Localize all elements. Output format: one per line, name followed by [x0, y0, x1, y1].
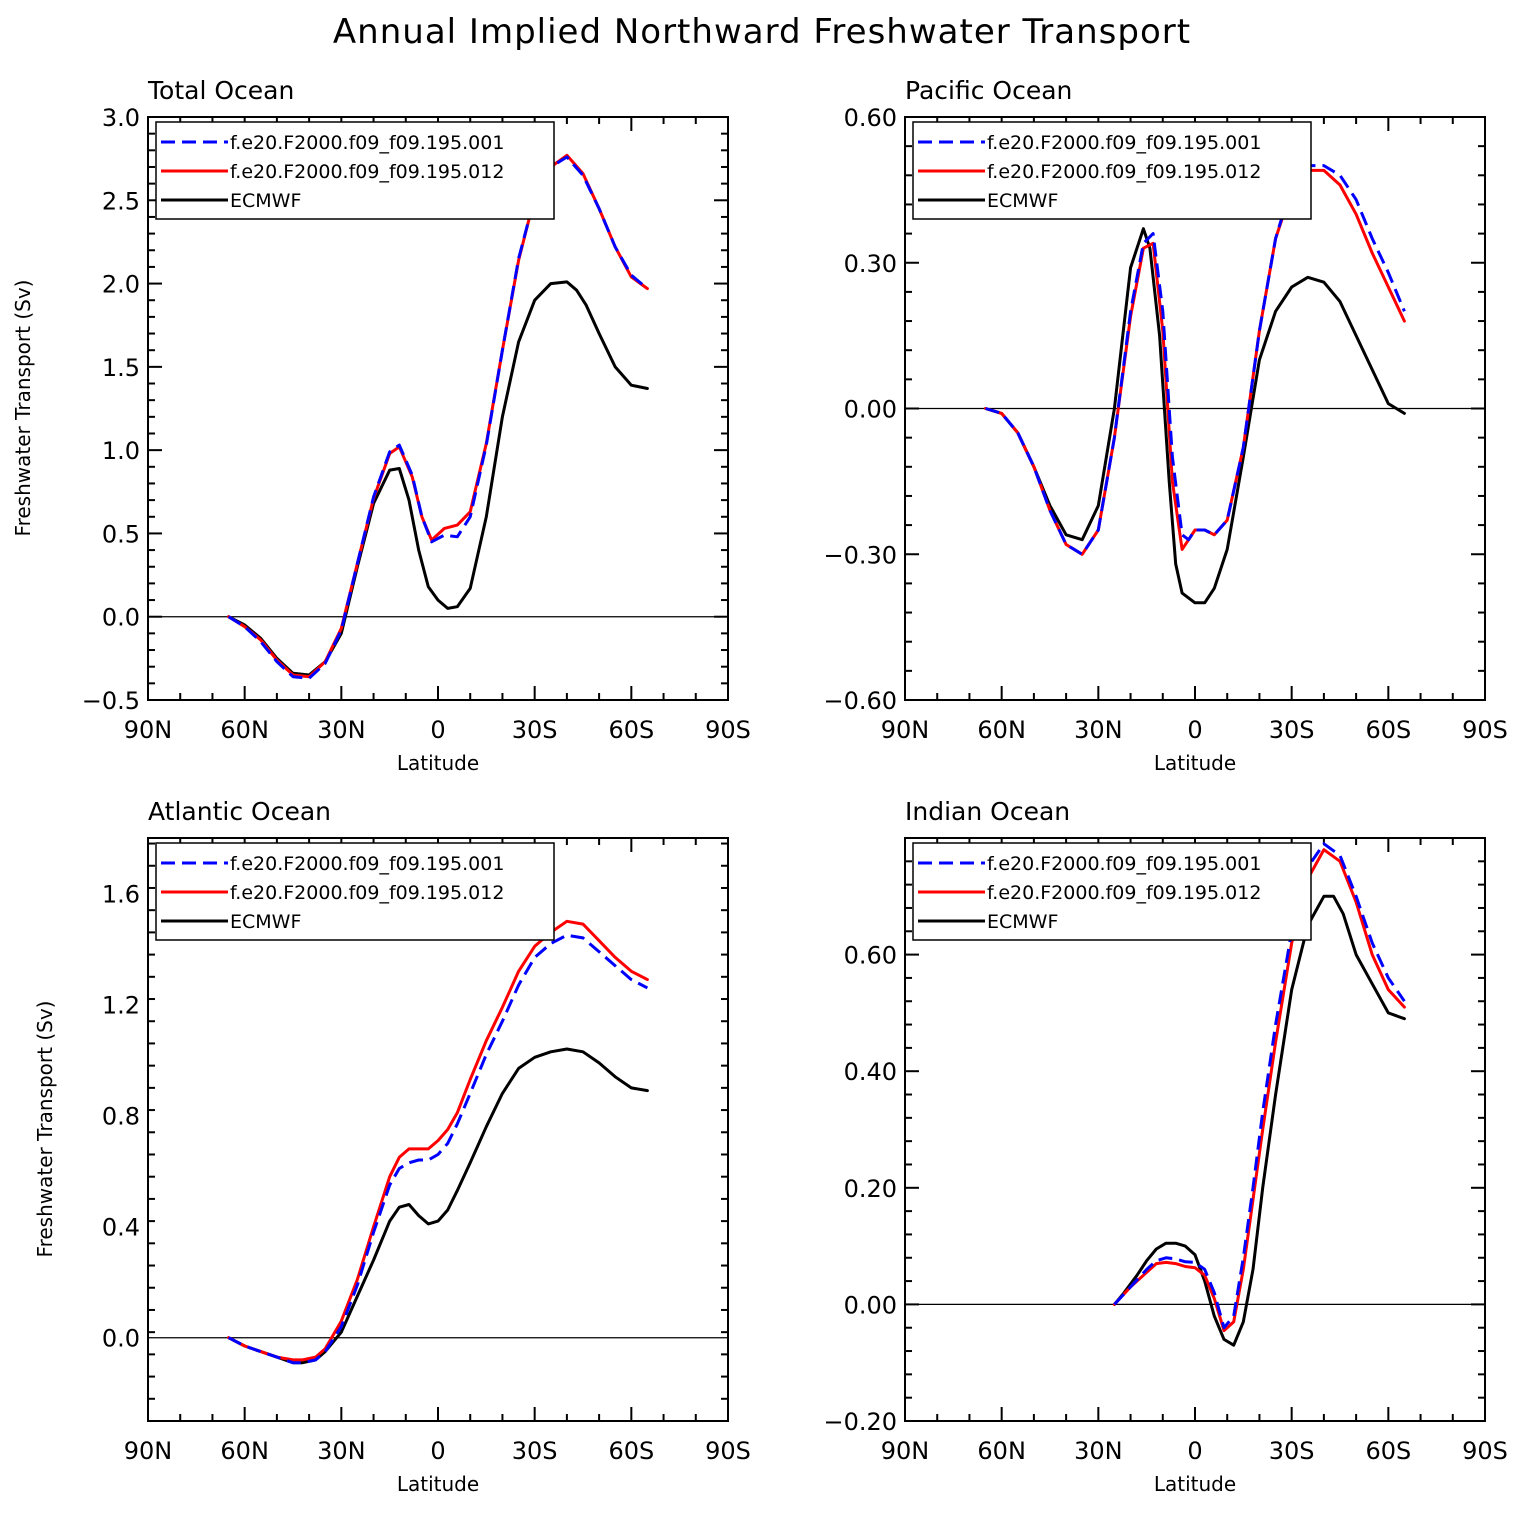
y-tick-label: 1.2 — [102, 992, 140, 1020]
x-tick-label: 60S — [608, 716, 654, 744]
y-tick-label: 0.4 — [102, 1214, 140, 1242]
y-tick-label: 0.30 — [844, 250, 897, 278]
series-line-ecmwf — [227, 280, 649, 677]
legend-entry: ECMWF — [230, 911, 301, 933]
y-tick-label: 0.20 — [844, 1175, 897, 1203]
series-line-f-e20-f2000-f09-f09-195-012 — [227, 153, 649, 679]
x-tick-label: 60S — [1365, 1437, 1411, 1465]
x-axis-label: Latitude — [1154, 751, 1236, 775]
x-axis-label: Latitude — [397, 1472, 479, 1496]
series-line-f-e20-f2000-f09-f09-195-012 — [984, 168, 1406, 556]
legend-entry: f.e20.F2000.f09_f09.195.012 — [230, 161, 504, 183]
x-tick-label: 90S — [705, 716, 751, 744]
y-tick-label: 0.00 — [844, 1291, 897, 1319]
panel-title: Pacific Ocean — [905, 76, 1072, 105]
legend-entry: f.e20.F2000.f09_f09.195.012 — [987, 882, 1261, 904]
legend: f.e20.F2000.f09_f09.195.001 f.e20.F2000.f… — [912, 842, 1312, 941]
legend: f.e20.F2000.f09_f09.195.001 f.e20.F2000.f… — [912, 121, 1312, 220]
series-line-f-e20-f2000-f09-f09-195-001 — [227, 155, 649, 680]
series-line-ecmwf — [227, 1047, 649, 1365]
x-tick-label: 90N — [881, 716, 930, 744]
x-tick-label: 60S — [1365, 716, 1411, 744]
y-tick-label: 2.5 — [102, 187, 140, 215]
x-tick-label: 90S — [705, 1437, 751, 1465]
x-tick-label: 90N — [881, 1437, 930, 1465]
panel-title: Indian Ocean — [905, 797, 1070, 826]
x-tick-label: 0 — [430, 1437, 445, 1465]
legend: f.e20.F2000.f09_f09.195.001 f.e20.F2000.f… — [155, 121, 555, 220]
series-line-f-e20-f2000-f09-f09-195-001 — [985, 164, 1406, 556]
y-tick-label: −0.20 — [823, 1408, 897, 1436]
legend-entry: f.e20.F2000.f09_f09.195.001 — [987, 853, 1261, 875]
series-line-f-e20-f2000-f09-f09-195-012 — [1112, 848, 1406, 1333]
x-tick-label: 0 — [430, 716, 445, 744]
legend-entry: f.e20.F2000.f09_f09.195.012 — [987, 161, 1261, 183]
y-tick-label: 0.0 — [102, 604, 140, 632]
panel-title: Total Ocean — [147, 76, 294, 105]
x-tick-label: 30S — [1269, 716, 1315, 744]
figure-title: Annual Implied Northward Freshwater Tran… — [332, 12, 1192, 52]
y-tick-label: 1.5 — [102, 354, 140, 382]
series-line-f-e20-f2000-f09-f09-195-001 — [1113, 842, 1406, 1330]
x-tick-label: 30S — [512, 1437, 558, 1465]
x-tick-label: 0 — [1187, 716, 1202, 744]
y-tick-label: 0.8 — [102, 1103, 140, 1131]
x-tick-label: 30N — [317, 1437, 366, 1465]
x-tick-label: 60N — [220, 716, 269, 744]
y-tick-label: 0.0 — [102, 1325, 140, 1353]
y-axis-label: Freshwater Transport (Sv) — [11, 280, 35, 537]
panel-pacific-ocean: Pacific Ocean −0.60 −0.30 0.00 0.30 0.60 90N 60… — [823, 76, 1507, 775]
x-tick-label: 60N — [977, 1437, 1026, 1465]
x-axis-label: Latitude — [397, 751, 479, 775]
x-tick-label: 60S — [608, 1437, 654, 1465]
series-line-ecmwf — [984, 227, 1406, 605]
legend-entry: ECMWF — [987, 911, 1058, 933]
y-axis-label: Freshwater Transport (Sv) — [33, 1001, 57, 1258]
x-tick-label: 30N — [1074, 1437, 1123, 1465]
y-tick-label: −0.30 — [823, 541, 897, 569]
panel-indian-ocean: Indian Ocean −0.20 0.00 0.20 0.40 0.60 90N 60N 3… — [823, 797, 1507, 1496]
legend-entry: f.e20.F2000.f09_f09.195.001 — [987, 132, 1261, 154]
legend-entry: ECMWF — [987, 190, 1058, 212]
y-tick-label: 0.00 — [844, 396, 897, 424]
series-line-f-e20-f2000-f09-f09-195-012 — [227, 919, 649, 1362]
legend-entry: f.e20.F2000.f09_f09.195.001 — [230, 132, 504, 154]
x-tick-label: 30S — [512, 716, 558, 744]
y-tick-label: 1.0 — [102, 437, 140, 465]
y-tick-label: 0.60 — [844, 104, 897, 132]
series-line-f-e20-f2000-f09-f09-195-001 — [227, 933, 649, 1365]
panel-atlantic-ocean: Atlantic Ocean 0.0 0.4 0.8 1.2 1.6 90N 60N 30N 0 3… — [33, 797, 751, 1496]
panel-title: Atlantic Ocean — [148, 797, 331, 826]
legend-entry: ECMWF — [230, 190, 301, 212]
legend: f.e20.F2000.f09_f09.195.001 f.e20.F2000.f… — [155, 842, 555, 941]
x-tick-label: 90S — [1462, 716, 1508, 744]
panel-total-ocean: Total Ocean −0.5 0.0 0.5 1.0 1.5 2.0 2.5 3.0 90N 6… — [11, 76, 751, 775]
x-tick-label: 30N — [1074, 716, 1123, 744]
x-tick-label: 90N — [124, 1437, 173, 1465]
y-tick-label: −0.5 — [82, 687, 140, 715]
series-line-ecmwf — [1112, 894, 1406, 1347]
y-tick-label: 3.0 — [102, 104, 140, 132]
x-tick-label: 90S — [1462, 1437, 1508, 1465]
y-tick-label: −0.60 — [823, 687, 897, 715]
y-tick-label: 2.0 — [102, 271, 140, 299]
legend-entry: f.e20.F2000.f09_f09.195.001 — [230, 853, 504, 875]
y-tick-label: 1.6 — [102, 881, 140, 909]
x-tick-label: 90N — [124, 716, 173, 744]
x-tick-label: 30S — [1269, 1437, 1315, 1465]
y-tick-label: 0.40 — [844, 1058, 897, 1086]
x-tick-label: 0 — [1187, 1437, 1202, 1465]
legend-entry: f.e20.F2000.f09_f09.195.012 — [230, 882, 504, 904]
x-axis-label: Latitude — [1154, 1472, 1236, 1496]
x-tick-label: 60N — [220, 1437, 269, 1465]
x-tick-label: 60N — [977, 716, 1026, 744]
y-tick-label: 0.5 — [102, 520, 140, 548]
x-tick-label: 30N — [317, 716, 366, 744]
y-tick-label: 0.60 — [844, 942, 897, 970]
